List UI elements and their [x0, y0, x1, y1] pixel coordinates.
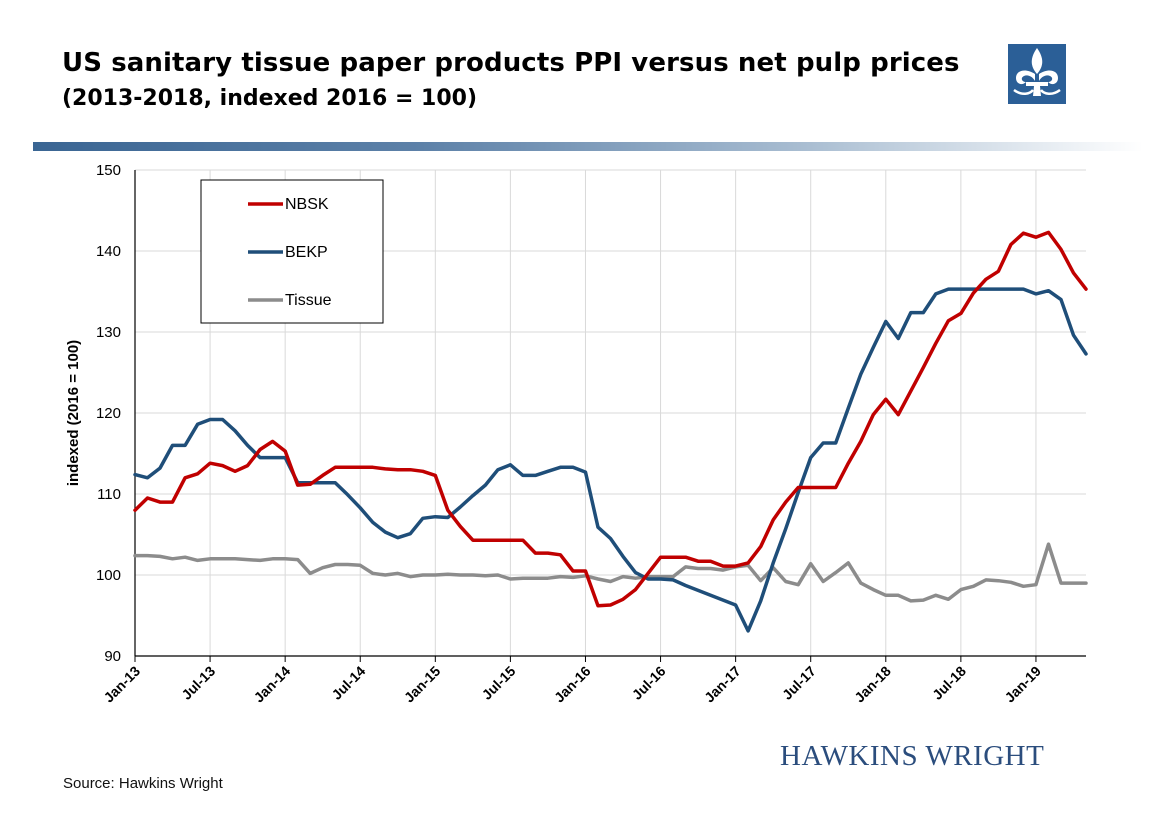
x-tick-label: Jul-15: [479, 663, 519, 703]
x-tick-label: Jan-18: [851, 663, 894, 706]
chart-subtitle: (2013-2018, indexed 2016 = 100): [62, 86, 478, 111]
x-tick-label: Jul-16: [629, 663, 669, 703]
x-tick-label: Jan-14: [251, 663, 294, 706]
x-tick-label: Jul-13: [178, 663, 218, 703]
y-tick-label: 110: [97, 486, 121, 503]
legend-label-nbsk: NBSK: [285, 196, 329, 213]
series-line-nbsk: [133, 230, 1088, 608]
x-tick-label: Jul-14: [328, 663, 368, 703]
legend-box: [200, 179, 384, 324]
y-tick-label: 130: [96, 324, 121, 341]
legend-label-bekp: BEKP: [285, 244, 328, 261]
y-tick-label: 90: [104, 648, 121, 665]
legend-label-tissue: Tissue: [285, 292, 332, 309]
header-divider: [33, 142, 1143, 151]
y-axis-label: indexed (2016 = 100): [65, 340, 82, 486]
x-tick-label: Jan-19: [1001, 663, 1044, 706]
series-line-tissue: [133, 542, 1088, 603]
y-tick-label: 150: [96, 162, 121, 179]
series-layer: [133, 230, 1088, 633]
fleur-de-lis-icon: [1008, 44, 1066, 104]
y-tick-label: 120: [96, 405, 121, 422]
y-tick-label: 140: [96, 243, 121, 260]
x-tick-label: Jan-15: [401, 663, 444, 706]
x-tick-label: Jul-18: [929, 663, 969, 703]
y-tick-label: 100: [96, 567, 121, 584]
brand-wordmark: HAWKINS WRIGHT: [780, 740, 1045, 772]
x-tick-label: Jan-16: [551, 663, 594, 706]
legend: NBSK BEKP Tissue: [200, 179, 384, 324]
chart-title: US sanitary tissue paper products PPI ve…: [62, 48, 960, 78]
x-tick-label: Jul-17: [779, 663, 819, 703]
x-tick-label: Jan-17: [701, 663, 744, 706]
x-tick-label: Jan-13: [100, 663, 143, 706]
source-note: Source: Hawkins Wright: [63, 775, 223, 792]
